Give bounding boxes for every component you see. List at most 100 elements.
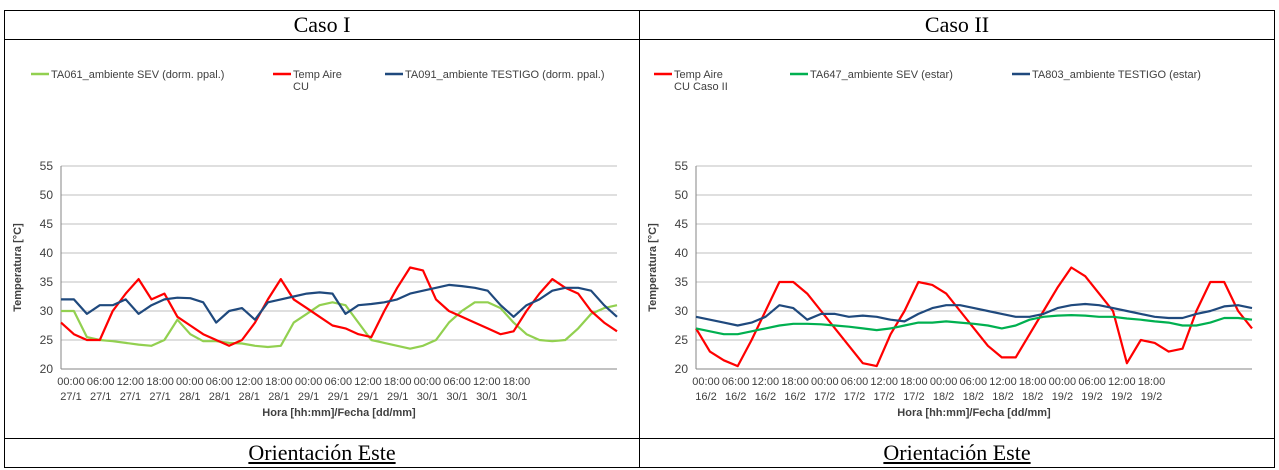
x-tick-time: 12:00 [235,376,263,388]
x-tick-time: 06:00 [841,376,869,388]
x-tick-time: 18:00 [1019,376,1047,388]
x-tick-time: 18:00 [503,376,531,388]
legend-label-0: Temp Aire CU Caso II [674,69,728,93]
y-tick-label: 20 [675,362,689,376]
panel-title-caso-ii: Caso II [639,10,1275,40]
caption-caso-ii: Orientación Este [639,438,1275,468]
x-tick-date: 16/2 [755,391,776,403]
x-tick-time: 00:00 [930,376,958,388]
x-tick-date: 18/2 [933,391,954,403]
y-tick-label: 20 [40,362,54,376]
y-tick-label: 35 [40,275,54,289]
x-axis-title: Hora [hh:mm]/Fecha [dd/mm] [897,407,1051,419]
y-tick-label: 55 [40,159,54,173]
x-tick-time: 06:00 [722,376,750,388]
x-tick-date: 18/2 [963,391,984,403]
x-tick-date: 28/1 [238,391,259,403]
x-tick-time: 18:00 [1138,376,1166,388]
y-tick-label: 50 [675,188,689,202]
x-tick-time: 00:00 [692,376,720,388]
y-tick-label: 55 [675,159,689,173]
series-line-0 [695,266,1253,368]
y-tick-label: 30 [675,304,689,318]
x-tick-date: 29/1 [357,391,378,403]
x-tick-time: 12:00 [473,376,501,388]
y-tick-label: 35 [675,275,689,289]
caption-caso-i: Orientación Este [4,438,640,468]
x-tick-date: 19/2 [1081,391,1102,403]
legend-label-2: TA803_ambiente TESTIGO (estar) [1032,69,1201,81]
x-tick-time: 12:00 [117,376,145,388]
y-axis-title: Temperatura [°C] [12,223,24,312]
x-axis-title: Hora [hh:mm]/Fecha [dd/mm] [262,407,416,419]
x-tick-time: 12:00 [1108,376,1136,388]
x-tick-time: 12:00 [752,376,780,388]
x-tick-time: 18:00 [781,376,809,388]
x-tick-date: 16/2 [725,391,746,403]
y-axis-title: Temperatura [°C] [647,223,659,312]
caption-caso-i-text: Orientación Este [248,440,396,465]
x-tick-date: 18/2 [1022,391,1043,403]
x-tick-time: 18:00 [384,376,412,388]
x-tick-date: 28/1 [179,391,200,403]
x-tick-time: 06:00 [1078,376,1106,388]
x-tick-date: 17/2 [814,391,835,403]
x-tick-date: 29/1 [328,391,349,403]
y-tick-label: 40 [675,246,689,260]
x-tick-date: 28/1 [209,391,230,403]
x-tick-time: 06:00 [960,376,988,388]
x-tick-date: 27/1 [120,391,141,403]
series-line-1 [60,266,618,347]
series-line-1 [695,314,1253,336]
x-tick-date: 29/1 [298,391,319,403]
x-tick-time: 12:00 [870,376,898,388]
y-tick-label: 50 [40,188,54,202]
x-tick-date: 30/1 [417,391,438,403]
legend-label-1: Temp Aire CU [293,69,342,93]
y-tick-label: 30 [40,304,54,318]
x-tick-time: 06:00 [443,376,471,388]
x-tick-date: 17/2 [903,391,924,403]
x-tick-date: 19/2 [1111,391,1132,403]
x-tick-time: 12:00 [989,376,1017,388]
x-tick-date: 19/2 [1141,391,1162,403]
x-tick-time: 18:00 [146,376,174,388]
x-tick-date: 27/1 [60,391,81,403]
x-tick-date: 30/1 [476,391,497,403]
chart-caso-i: TA061_ambiente SEV (dorm. ppal.) Temp Air… [12,69,618,419]
series-line-2 [695,302,1253,327]
x-tick-date: 17/2 [873,391,894,403]
x-tick-date: 18/2 [992,391,1013,403]
legend-label-2: TA091_ambiente TESTIGO (dorm. ppal.) [405,69,605,81]
y-tick-label: 45 [40,217,54,231]
x-tick-time: 06:00 [87,376,115,388]
caption-caso-ii-text: Orientación Este [883,440,1031,465]
x-tick-time: 00:00 [811,376,839,388]
x-tick-time: 00:00 [414,376,442,388]
x-tick-time: 06:00 [325,376,353,388]
x-tick-date: 30/1 [506,391,527,403]
x-tick-date: 27/1 [90,391,111,403]
x-tick-date: 30/1 [446,391,467,403]
y-tick-label: 25 [675,333,689,347]
x-tick-time: 12:00 [354,376,382,388]
figure-table: Caso I Caso II TA061_ambiente SEV (dorm.… [4,10,1275,468]
y-tick-label: 45 [675,217,689,231]
x-tick-time: 18:00 [900,376,928,388]
chart-cell-caso-ii: Temp Aire CU Caso II TA647_ambiente SEV (e… [639,39,1275,439]
x-tick-time: 00:00 [295,376,323,388]
chart-caso-ii: Temp Aire CU Caso II TA647_ambiente SEV (e… [647,69,1253,419]
legend-label-1: TA647_ambiente SEV (estar) [810,69,953,81]
x-tick-date: 16/2 [695,391,716,403]
x-tick-date: 28/1 [268,391,289,403]
panel-title-caso-i: Caso I [4,10,640,40]
y-tick-label: 25 [40,333,54,347]
x-tick-time: 00:00 [1049,376,1077,388]
x-tick-date: 27/1 [149,391,170,403]
x-tick-time: 18:00 [265,376,293,388]
x-tick-time: 06:00 [206,376,234,388]
chart-cell-caso-i: TA061_ambiente SEV (dorm. ppal.) Temp Air… [4,39,640,439]
x-tick-date: 29/1 [387,391,408,403]
x-tick-date: 17/2 [844,391,865,403]
x-tick-time: 00:00 [57,376,85,388]
